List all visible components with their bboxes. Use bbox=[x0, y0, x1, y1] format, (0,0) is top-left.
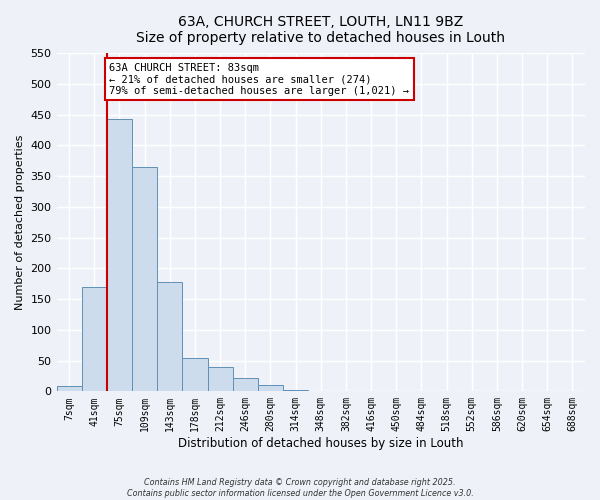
Text: 63A CHURCH STREET: 83sqm
← 21% of detached houses are smaller (274)
79% of semi-: 63A CHURCH STREET: 83sqm ← 21% of detach… bbox=[109, 62, 409, 96]
Bar bbox=[56, 386, 82, 392]
Bar bbox=[233, 378, 258, 392]
Bar bbox=[182, 358, 208, 392]
Text: Contains HM Land Registry data © Crown copyright and database right 2025.
Contai: Contains HM Land Registry data © Crown c… bbox=[127, 478, 473, 498]
Bar bbox=[132, 167, 157, 392]
Bar bbox=[107, 119, 132, 392]
Bar bbox=[258, 385, 283, 392]
Bar bbox=[208, 366, 233, 392]
Bar bbox=[383, 390, 409, 392]
X-axis label: Distribution of detached houses by size in Louth: Distribution of detached houses by size … bbox=[178, 437, 464, 450]
Bar bbox=[283, 390, 308, 392]
Bar bbox=[82, 287, 107, 392]
Title: 63A, CHURCH STREET, LOUTH, LN11 9BZ
Size of property relative to detached houses: 63A, CHURCH STREET, LOUTH, LN11 9BZ Size… bbox=[136, 15, 505, 45]
Y-axis label: Number of detached properties: Number of detached properties bbox=[15, 134, 25, 310]
Bar bbox=[157, 282, 182, 392]
